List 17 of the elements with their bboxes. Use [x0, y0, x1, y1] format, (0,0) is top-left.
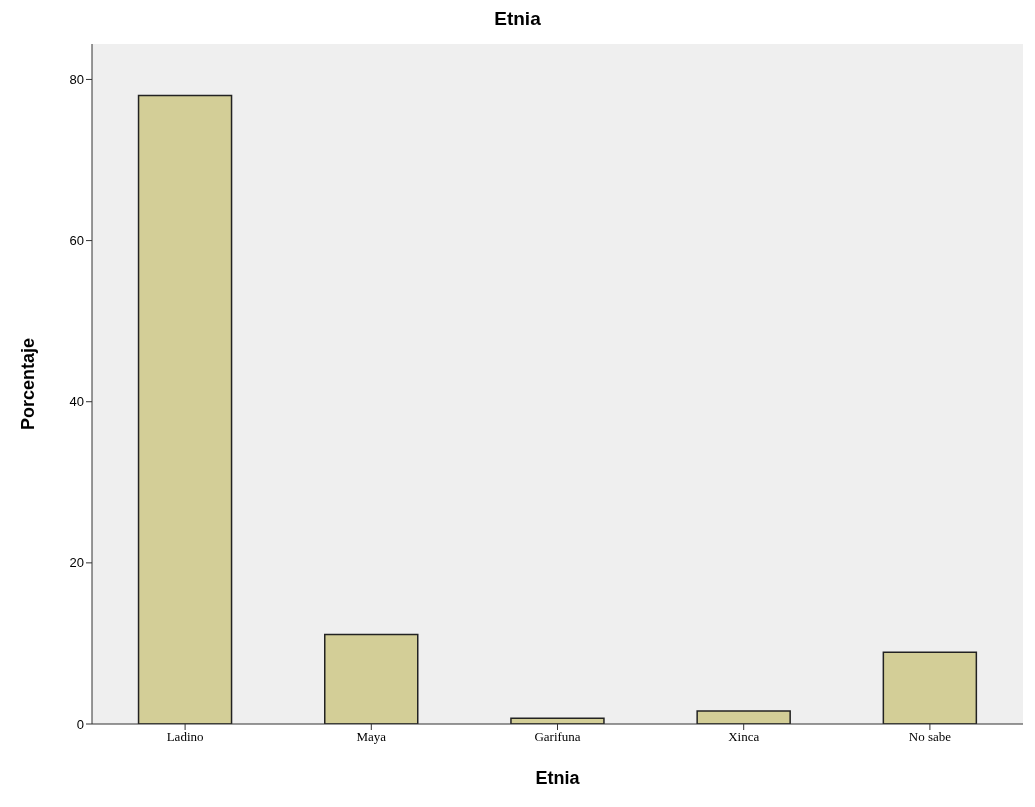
x-tick-label: Maya	[356, 729, 387, 745]
x-tick-label: No sabe	[908, 729, 952, 745]
y-tick-label: 60	[69, 233, 84, 249]
bar	[137, 94, 233, 724]
y-tick-label: 80	[69, 72, 84, 88]
bar	[324, 633, 419, 724]
x-tick-label: Ladino	[166, 729, 204, 745]
x-axis-title: Etnia	[535, 768, 581, 788]
y-tick-label: 40	[69, 394, 84, 410]
chart-title: Etnia	[493, 8, 542, 31]
bar	[882, 651, 978, 724]
x-tick-label: Xinca	[728, 729, 760, 745]
x-tick-label: Garifuna	[534, 729, 581, 745]
y-tick-label: 0	[76, 716, 84, 732]
y-tick-label: 20	[69, 555, 84, 571]
bar	[696, 710, 791, 724]
y-axis-title: Porcentaje	[18, 337, 39, 431]
